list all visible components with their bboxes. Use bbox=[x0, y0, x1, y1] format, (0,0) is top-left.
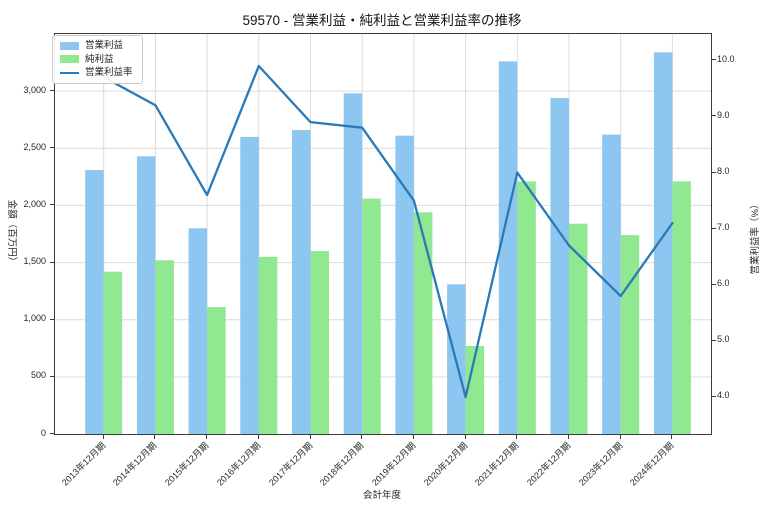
operating_profit-bar bbox=[550, 98, 569, 434]
y-axis-label-right: 営業利益率（%） bbox=[750, 199, 761, 275]
operating_profit-bar bbox=[653, 52, 673, 434]
net_profit-bar bbox=[569, 223, 588, 434]
net_profit-bar bbox=[672, 181, 691, 434]
x-tickmark bbox=[516, 435, 518, 439]
legend-item: 純利益 bbox=[60, 53, 133, 65]
operating_profit-bar bbox=[343, 93, 363, 434]
x-tickmark bbox=[206, 435, 208, 439]
y-tick-label-left: 500 bbox=[30, 370, 46, 381]
x-tickmark bbox=[309, 435, 311, 439]
legend-item: 営業利益率 bbox=[60, 68, 133, 78]
operating_margin-line bbox=[102, 64, 674, 399]
legend-label: 営業利益率 bbox=[85, 67, 133, 78]
y-tick-label-right: 10.0 bbox=[717, 53, 735, 64]
net_profit-bar bbox=[258, 256, 278, 434]
y-tickmark-right bbox=[712, 283, 716, 285]
y-tick-label-right: 6.0 bbox=[717, 278, 730, 289]
y-tickmark-right bbox=[712, 115, 716, 117]
y-tick-label-right: 9.0 bbox=[717, 109, 730, 120]
operating_margin-line-icon bbox=[60, 69, 79, 77]
y-tickmark-right bbox=[712, 395, 716, 397]
net_profit-swatch-icon bbox=[60, 55, 79, 64]
net_profit-bar bbox=[207, 307, 226, 434]
y-tick-label-left: 1,000 bbox=[23, 313, 46, 324]
x-tickmark bbox=[361, 435, 363, 439]
y-tickmark-left bbox=[50, 261, 54, 263]
operating_profit-bar bbox=[85, 170, 104, 434]
legend-label: 営業利益 bbox=[85, 40, 124, 51]
x-tickmark bbox=[154, 435, 156, 439]
plot-svg bbox=[55, 34, 711, 434]
operating_profit-bar bbox=[136, 156, 156, 434]
legend-item: 営業利益 bbox=[60, 41, 133, 51]
y-tickmark-left bbox=[50, 90, 54, 92]
x-tickmark bbox=[102, 435, 104, 439]
y-tickmark-right bbox=[712, 59, 716, 61]
operating_profit-swatch-icon bbox=[60, 41, 79, 50]
legend: 営業利益純利益営業利益率 bbox=[52, 35, 143, 84]
y-tick-label-left: 2,500 bbox=[23, 141, 46, 152]
x-tickmark bbox=[257, 435, 259, 439]
legend-label: 純利益 bbox=[85, 53, 114, 65]
y-tickmark-right bbox=[712, 339, 716, 341]
y-tickmark-left bbox=[50, 204, 54, 206]
y-tickmark-right bbox=[712, 227, 716, 229]
chart-title: 59570 - 営業利益・純利益と営業利益率の推移 bbox=[242, 13, 522, 28]
y-tickmark-left bbox=[50, 147, 54, 149]
y-tick-label-left: 1,500 bbox=[23, 256, 46, 267]
y-tick-label-right: 8.0 bbox=[717, 166, 730, 177]
y-axis-label-left: 金額（百万円） bbox=[6, 199, 17, 267]
y-tick-label-right: 4.0 bbox=[717, 390, 730, 401]
net_profit-bar bbox=[103, 271, 123, 434]
x-tickmark bbox=[412, 435, 414, 439]
operating_profit-bar bbox=[498, 61, 518, 434]
net_profit-bar bbox=[517, 181, 536, 434]
operating_profit-bar bbox=[395, 135, 414, 434]
y-tick-label-left: 3,000 bbox=[23, 84, 46, 95]
y-tickmark-right bbox=[712, 171, 716, 173]
y-tick-label-right: 7.0 bbox=[717, 222, 730, 233]
y-tick-label-right: 5.0 bbox=[717, 334, 730, 345]
operating_profit-bar bbox=[240, 136, 259, 434]
x-tickmark bbox=[568, 435, 569, 439]
net_profit-bar bbox=[155, 260, 174, 434]
net_profit-bar bbox=[620, 235, 640, 434]
y-tick-label-left: 0 bbox=[40, 427, 46, 438]
y-tickmark-left bbox=[50, 433, 54, 434]
x-tickmark bbox=[464, 435, 466, 439]
x-axis-label: 会計年度 bbox=[362, 490, 402, 501]
y-tick-label-left: 2,000 bbox=[23, 198, 46, 209]
x-tickmark bbox=[671, 435, 673, 439]
y-tickmark-left bbox=[50, 318, 54, 320]
y-tickmark-left bbox=[50, 375, 54, 377]
net_profit-bar bbox=[465, 346, 485, 434]
x-tickmark bbox=[619, 435, 621, 439]
operating_profit-bar bbox=[602, 134, 621, 434]
operating_profit-bar bbox=[292, 130, 311, 434]
plot-area: 営業利益純利益営業利益率 bbox=[52, 33, 712, 435]
net_profit-bar bbox=[310, 251, 329, 434]
operating_profit-bar bbox=[188, 228, 208, 434]
net_profit-bar bbox=[362, 198, 381, 434]
net_profit-bar bbox=[413, 212, 433, 434]
